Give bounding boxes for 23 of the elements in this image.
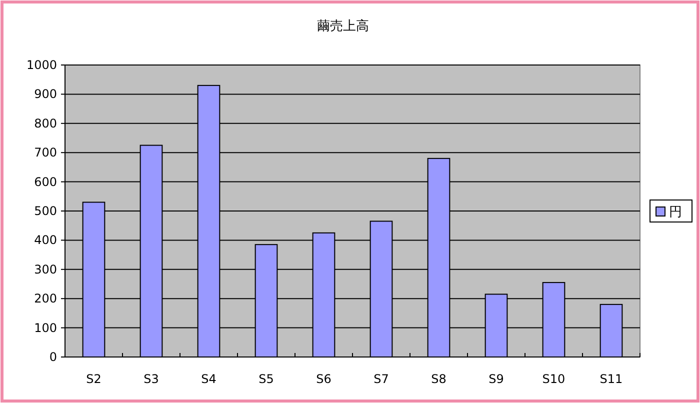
y-tick-label: 400 (34, 233, 57, 248)
x-tick-label: S3 (144, 372, 159, 386)
y-tick-label: 200 (34, 292, 57, 306)
x-tick-label: S7 (374, 372, 389, 386)
x-tick-label: S6 (316, 372, 332, 386)
x-tick-label: S2 (86, 372, 102, 386)
y-tick-label: 800 (34, 116, 57, 130)
y-tick-label: 500 (34, 204, 57, 218)
x-tick-label: S5 (258, 372, 274, 386)
x-tick-label: S10 (542, 372, 566, 386)
x-tick-label: S11 (600, 372, 623, 386)
y-tick-label: 600 (34, 174, 57, 189)
chart-title: 繭売上高 (317, 18, 369, 34)
x-tick-label: S9 (488, 372, 504, 386)
y-tick-label: 0 (49, 350, 57, 364)
y-tick-label: 700 (34, 146, 57, 160)
y-tick-label: 1000 (26, 58, 57, 72)
y-tick-label: 100 (34, 320, 57, 335)
x-tick-label: S8 (431, 372, 446, 386)
y-tick-label: 900 (34, 87, 57, 102)
legend-label: 円 (669, 205, 682, 220)
y-tick-label: 300 (34, 262, 57, 276)
x-tick-label: S4 (201, 372, 216, 386)
